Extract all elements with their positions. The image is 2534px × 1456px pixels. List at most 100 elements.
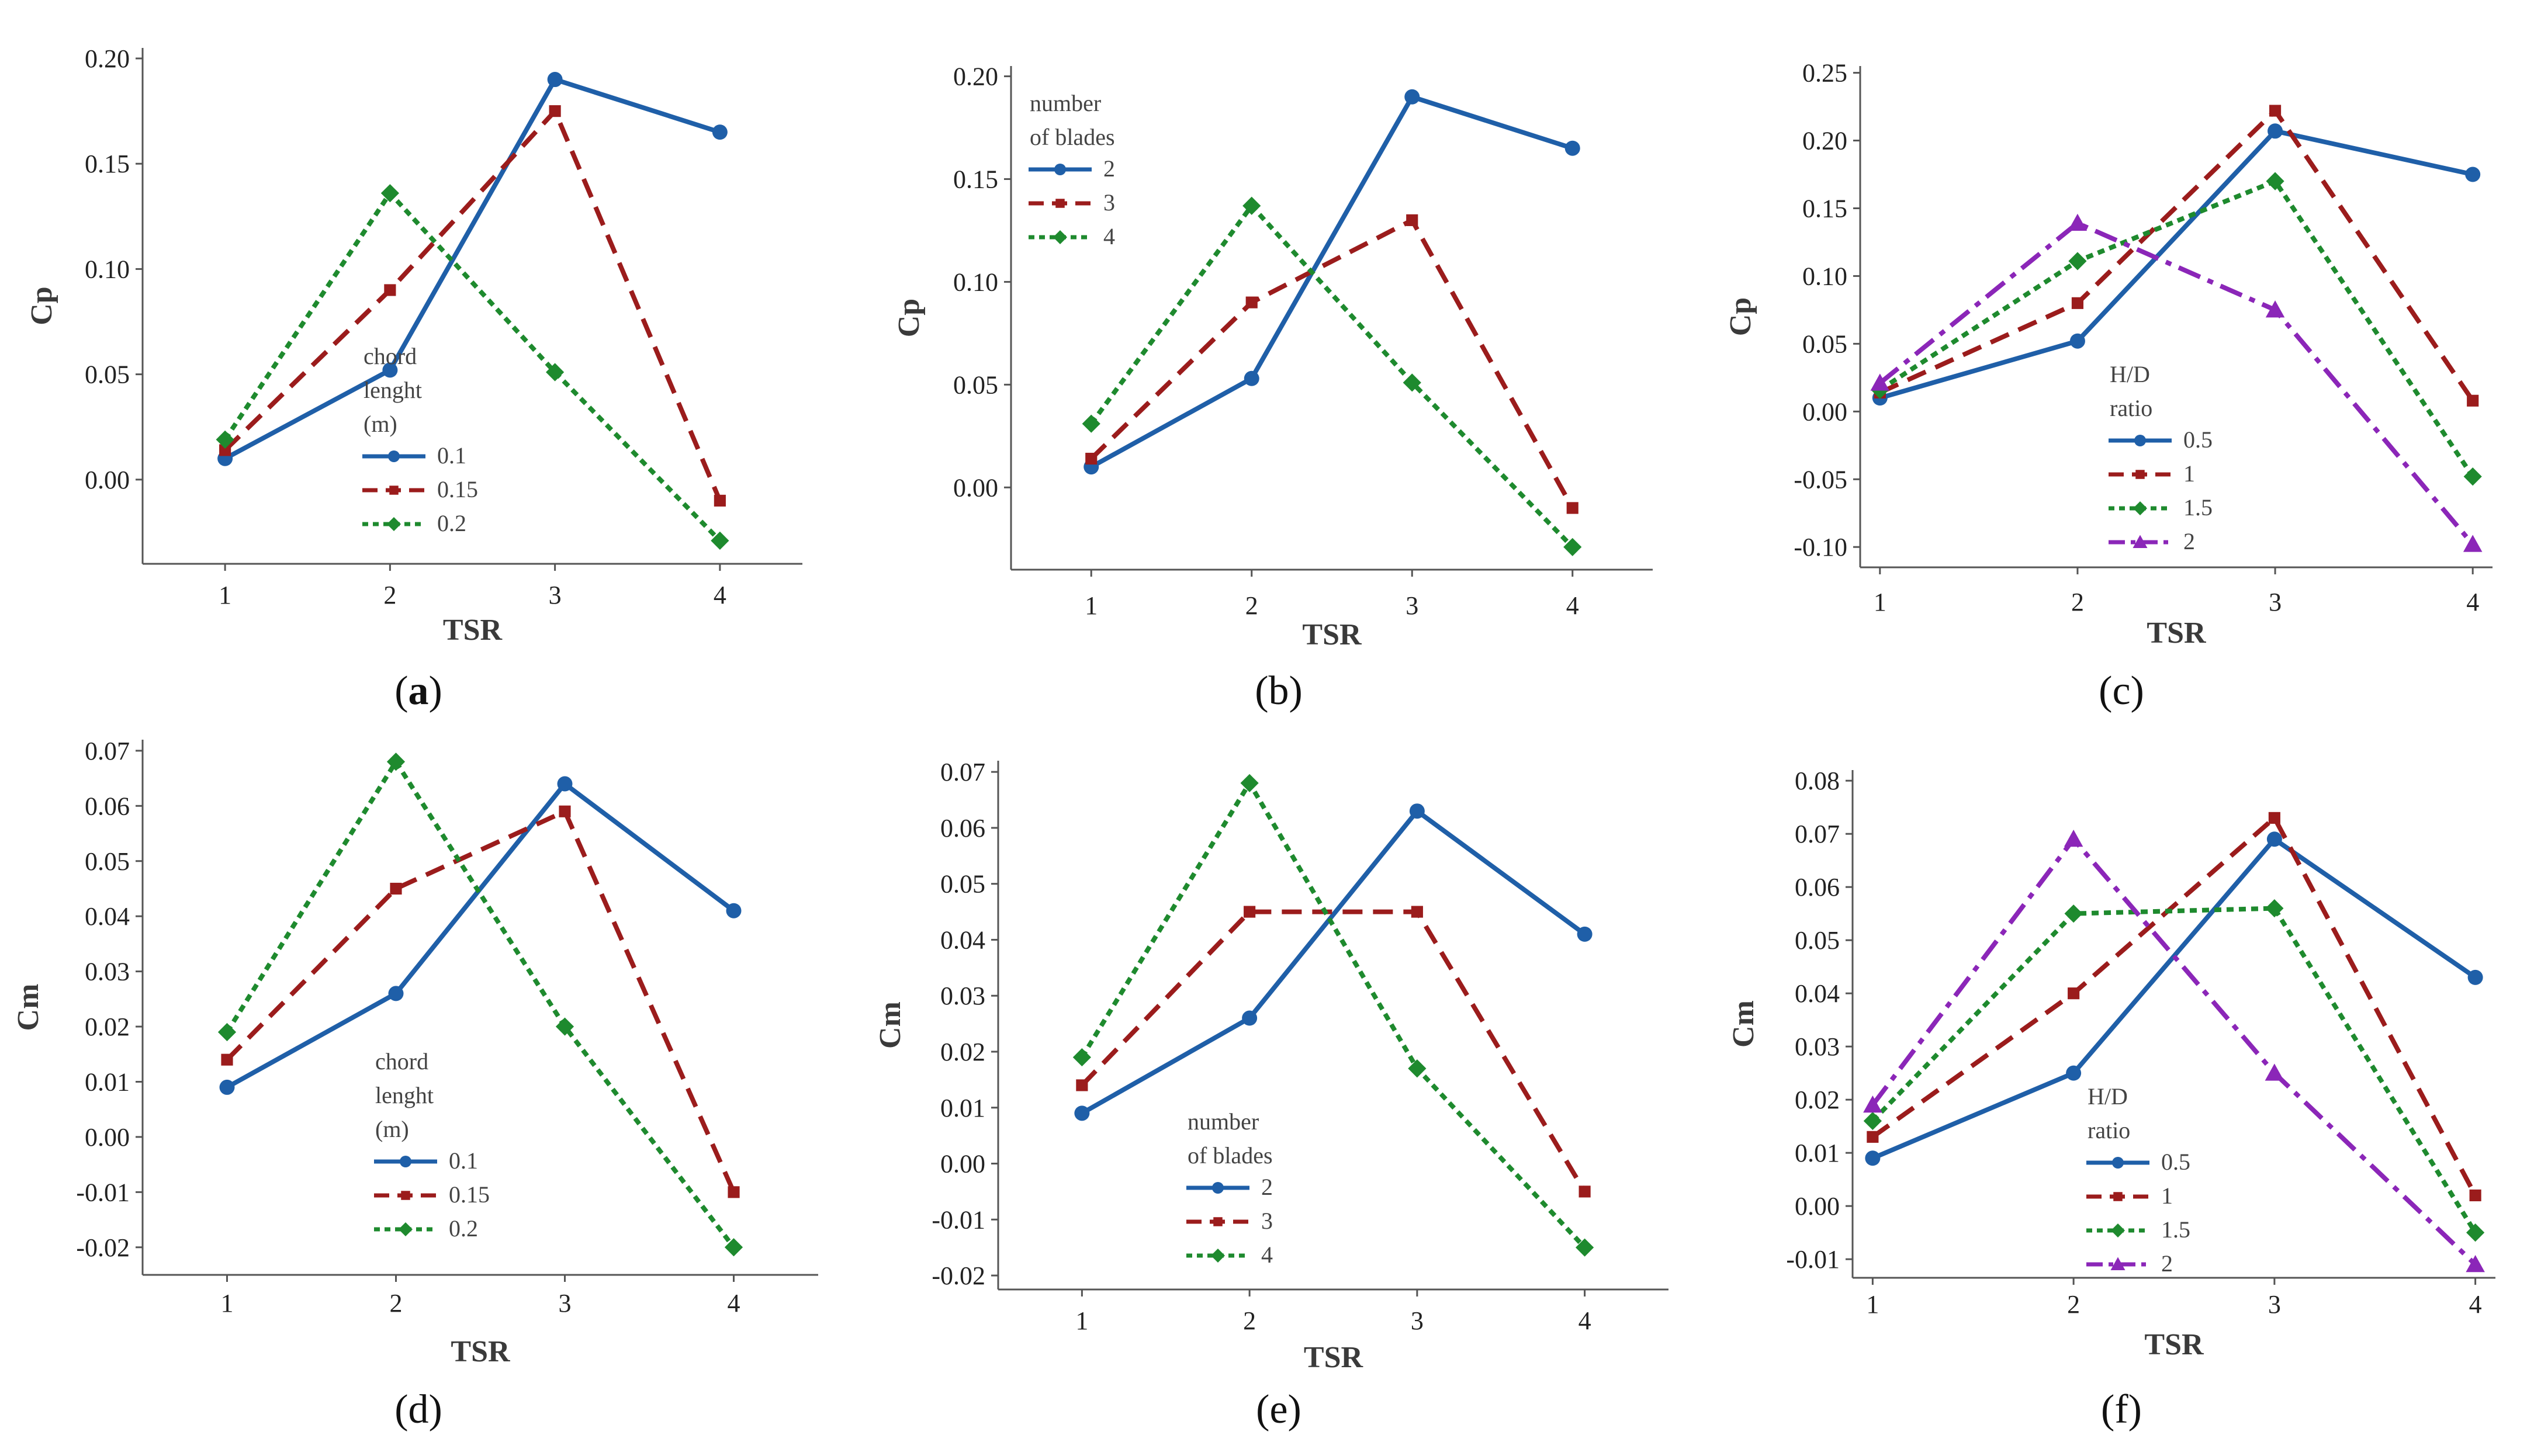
y-tick-label: 0.02 — [940, 1038, 985, 1066]
data-point-2-1 — [1863, 1096, 1882, 1113]
data-point-0.2-2 — [380, 184, 399, 203]
legend-label-1.5: 1.5 — [2183, 494, 2213, 521]
data-point-0.2-4 — [724, 1238, 743, 1257]
legend-title: H/D — [2088, 1083, 2128, 1110]
legend-title: ratio — [2110, 395, 2152, 421]
series-line-0.15 — [223, 109, 722, 502]
x-tick-label: 4 — [2466, 588, 2479, 616]
y-tick-label: 0.15 — [953, 165, 998, 194]
legend-marker-3 — [1213, 1217, 1223, 1226]
y-tick-label: 0.01 — [940, 1094, 985, 1122]
data-point-1-3 — [2268, 812, 2280, 824]
y-tick-label: 0.20 — [953, 63, 998, 91]
data-point-1.5-3 — [2265, 899, 2284, 918]
y-axis-title: Cm — [1727, 1000, 1760, 1048]
y-tick-label: 0.05 — [1802, 330, 1847, 358]
y-tick-label: -0.05 — [1794, 465, 1847, 494]
y-tick-label: 0.20 — [85, 44, 130, 73]
series-line-2 — [1871, 837, 2477, 1267]
data-point-1-2 — [2068, 987, 2080, 1000]
y-tick-label: 0.07 — [940, 758, 985, 786]
legend-marker-0.1 — [400, 1156, 411, 1167]
series-line-1 — [1879, 108, 2475, 403]
y-tick-label: 0.05 — [940, 870, 985, 899]
data-point-1.5-3 — [2266, 172, 2284, 190]
x-tick-label: 3 — [1406, 591, 1418, 620]
series-line-0.1 — [226, 781, 735, 1090]
data-point-0.1-4 — [712, 124, 728, 140]
x-tick-label: 3 — [559, 1289, 572, 1318]
data-point-0.1-3 — [547, 72, 563, 88]
data-point-1.5-4 — [2466, 1223, 2485, 1242]
legend-title: of blades — [1188, 1142, 1273, 1169]
x-axis-title: TSR — [2144, 1328, 2204, 1361]
legend-marker-2 — [2110, 1257, 2125, 1270]
y-tick-label: 0.10 — [953, 268, 998, 296]
legend-title: (m) — [375, 1116, 409, 1142]
legend-marker-4 — [1211, 1249, 1225, 1263]
legend-marker-0.2 — [399, 1222, 413, 1236]
legend-title: lenght — [364, 377, 422, 403]
data-point-0.15-4 — [728, 1186, 740, 1198]
y-tick-label: 0.04 — [1795, 979, 1840, 1008]
legend-label-4: 4 — [1103, 223, 1115, 249]
y-tick-label: 0.00 — [953, 473, 998, 502]
data-point-1.5-2 — [2064, 904, 2083, 923]
x-tick-label: 1 — [219, 581, 231, 609]
y-tick-label: 0.07 — [85, 737, 130, 765]
y-tick-label: 0.03 — [85, 958, 130, 986]
y-tick-label: 0.00 — [85, 466, 130, 494]
chart-panel-d: -0.02 -0.01 0.00 0.01 0.02 0.03 0.04 0.05 0.06 0.… — [12, 737, 818, 1432]
panel-label-a: (a) — [394, 668, 442, 713]
legend: chord lenght (m) 0.1 0.15 0.2 — [374, 1048, 490, 1242]
series-line-3 — [1080, 909, 1587, 1193]
data-point-1-3 — [2269, 105, 2282, 117]
y-tick-label: 0.02 — [1795, 1086, 1840, 1114]
legend-label-1: 1 — [2161, 1183, 2173, 1209]
legend: chord lenght (m) 0.1 0.15 0.2 — [362, 343, 478, 536]
y-tick-label: 0.06 — [1795, 873, 1840, 902]
legend-marker-1 — [2135, 470, 2145, 479]
chart-panel-e: -0.02 -0.01 0.00 0.01 0.02 0.03 0.04 0.05 0.06 0.… — [874, 758, 1668, 1432]
legend-title: chord — [364, 343, 417, 369]
y-tick-label: -0.01 — [1786, 1245, 1840, 1274]
data-point-3-2 — [1244, 906, 1256, 918]
y-axis-title: Cp — [25, 286, 58, 325]
legend-label-0.2: 0.2 — [437, 510, 466, 536]
x-tick-label: 4 — [714, 581, 726, 609]
data-point-2-2 — [2068, 213, 2088, 231]
y-tick-label: -0.01 — [76, 1178, 130, 1207]
chart-panel-b: 0.00 0.05 0.10 0.15 0.20 1 2 3 4 TSR Cp number of bl… — [892, 63, 1653, 713]
y-tick-label: 0.20 — [1802, 127, 1847, 155]
data-point-2-3 — [1404, 89, 1420, 105]
legend-marker-4 — [1053, 230, 1067, 244]
x-tick-label: 1 — [1866, 1290, 1879, 1319]
data-point-0.2-1 — [217, 1022, 237, 1042]
data-point-4-1 — [1072, 1048, 1091, 1067]
legend-title: of blades — [1030, 124, 1115, 150]
series-line-4 — [1079, 781, 1587, 1249]
y-tick-label: 0.08 — [1795, 767, 1840, 795]
legend-label-3: 3 — [1261, 1208, 1273, 1234]
data-point-0.15-1 — [221, 1053, 233, 1066]
series-line-0.5 — [1879, 129, 2474, 400]
data-point-4-2 — [1242, 196, 1261, 215]
legend-label-3: 3 — [1103, 189, 1115, 216]
x-tick-label: 3 — [549, 581, 562, 609]
x-tick-label: 1 — [1075, 1306, 1088, 1335]
series-line-2 — [1081, 809, 1586, 1115]
legend-label-4: 4 — [1261, 1242, 1273, 1268]
data-point-3-2 — [1245, 296, 1258, 308]
x-axis-title: TSR — [1304, 1341, 1364, 1374]
legend-label-0.1: 0.1 — [437, 442, 466, 469]
data-point-2-2 — [2064, 830, 2083, 847]
legend-label-0.15: 0.15 — [437, 476, 478, 502]
y-axis-title: Cp — [1724, 297, 1757, 336]
data-point-0.5-4 — [2467, 969, 2483, 985]
data-point-4-3 — [1403, 373, 1421, 392]
x-tick-label: 4 — [1578, 1306, 1591, 1335]
y-tick-label: 0.10 — [85, 255, 130, 283]
series-line-4 — [1089, 203, 1574, 549]
y-axis-title: Cp — [892, 299, 926, 337]
data-point-3-4 — [1566, 502, 1578, 514]
